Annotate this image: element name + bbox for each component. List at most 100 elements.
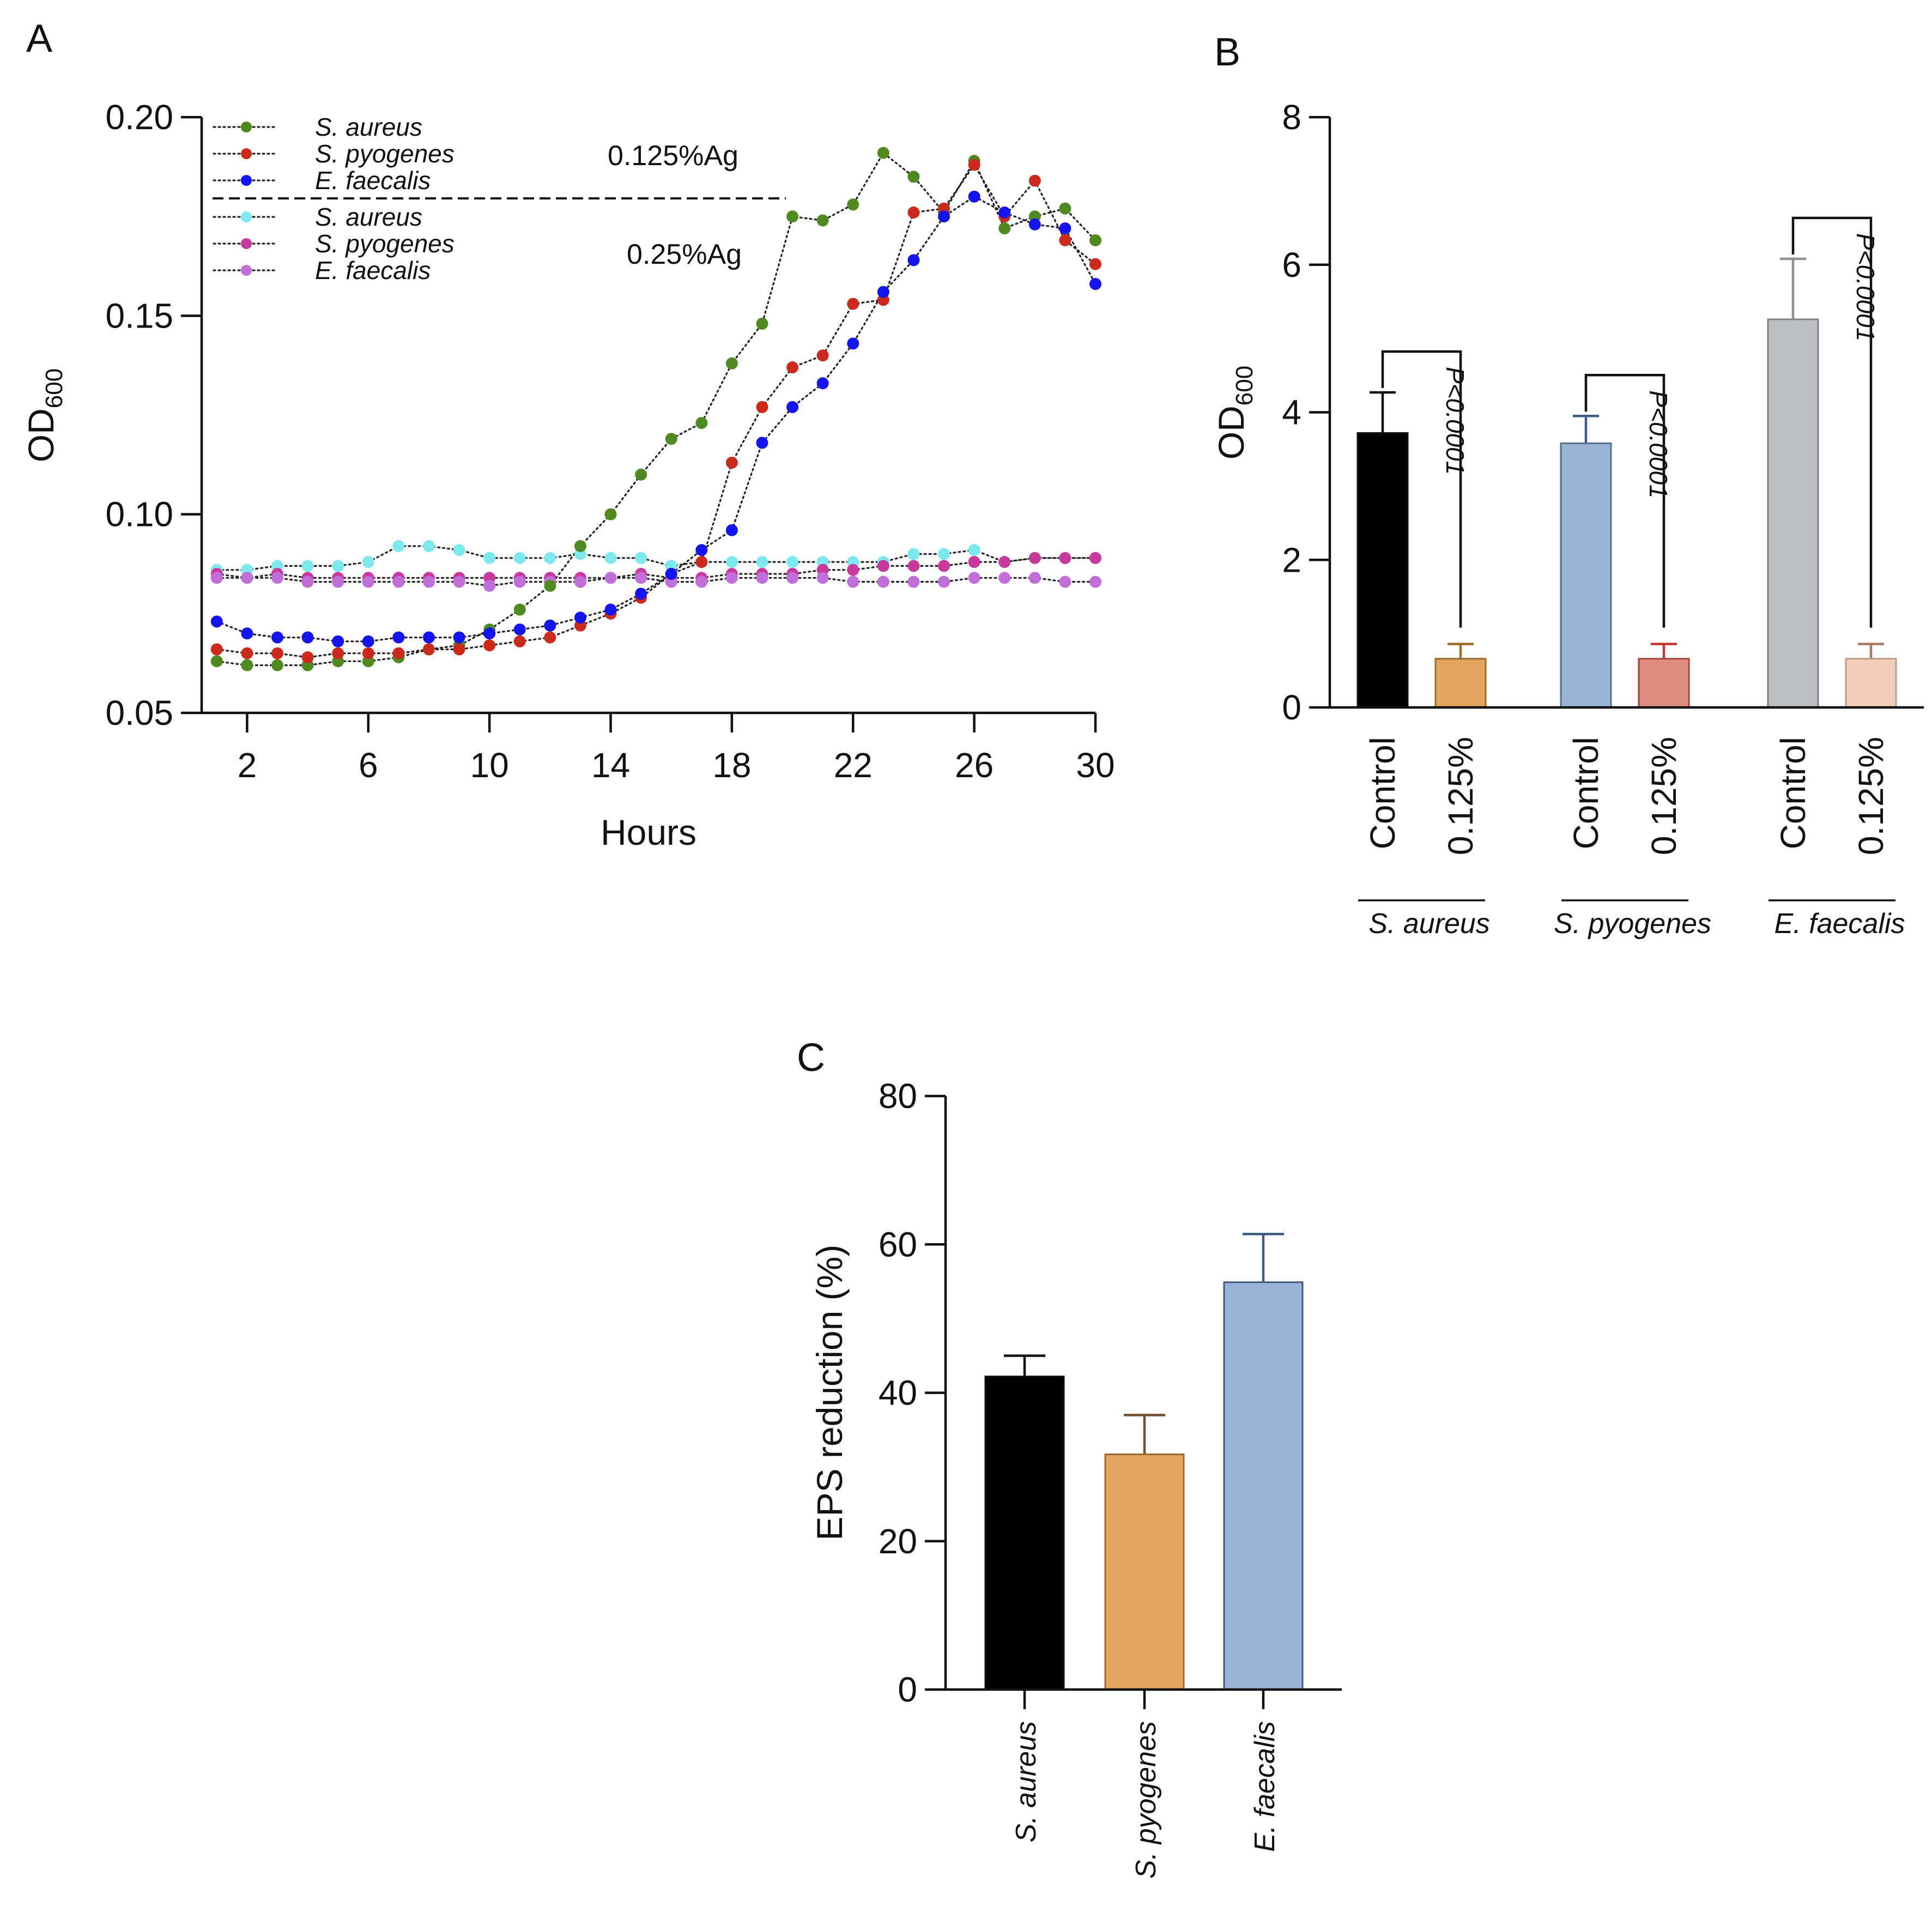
bars: Control 0.125% P<0.0001 S. aureus Control 0.1… xyxy=(1356,216,1905,940)
y-axis-title: OD600 xyxy=(21,368,68,462)
data-point-s-aureus-0-25-ag xyxy=(907,548,920,560)
data-point-s-aureus-0-125-ag xyxy=(210,655,223,668)
data-point-s-pyogenes-0-125-ag xyxy=(756,401,768,413)
data-point-e-faecalis-0-125-ag xyxy=(604,603,617,616)
series-line-s-aureus-0-25-ag xyxy=(216,545,1097,571)
data-point-s-aureus-0-25-ag xyxy=(786,556,799,568)
data-point-s-aureus-0-125-ag xyxy=(271,659,283,671)
legend-marker xyxy=(241,211,252,222)
data-point-s-pyogenes-0-125-ag xyxy=(513,635,526,647)
data-point-s-aureus-0-125-ag xyxy=(786,210,799,223)
x-tick-label: 18 xyxy=(712,746,751,785)
data-point-s-pyogenes-0-125-ag xyxy=(1089,258,1101,270)
panel-letter-c: C xyxy=(797,1036,825,1080)
data-point-e-faecalis-0-25-ag xyxy=(422,576,435,588)
data-point-e-faecalis-0-125-ag xyxy=(271,631,283,644)
y-tick-label: 0.20 xyxy=(105,98,173,137)
data-point-s-pyogenes-0-125-ag xyxy=(332,647,344,659)
data-point-e-faecalis-0-125-ag xyxy=(574,612,586,624)
y-axis-ticks: 0 2 4 6 8 xyxy=(1282,98,1330,727)
data-point-s-pyogenes-0-25-ag xyxy=(938,560,950,572)
p-value-label: P<0.0001 xyxy=(1851,233,1880,341)
y-tick-label: 0 xyxy=(898,1670,917,1709)
data-point-s-aureus-0-25-ag xyxy=(635,552,647,564)
x-tick-label: S. aureus xyxy=(1010,1721,1042,1843)
y-axis-title-sub: 600 xyxy=(41,368,68,408)
y-tick-label: 8 xyxy=(1282,98,1301,137)
data-point-e-faecalis-0-125-ag xyxy=(998,206,1011,219)
data-point-s-pyogenes-0-25-ag xyxy=(998,556,1011,568)
data-point-s-aureus-0-25-ag xyxy=(392,540,405,552)
data-point-s-aureus-0-125-ag xyxy=(1059,202,1071,215)
data-point-e-faecalis-0-125-ag xyxy=(241,627,253,640)
data-point-s-aureus-0-25-ag xyxy=(483,552,496,564)
data-point-s-aureus-0-125-ag xyxy=(513,603,526,616)
data-point-s-aureus-0-125-ag xyxy=(907,171,920,183)
data-point-s-aureus-0-125-ag xyxy=(544,579,556,592)
y-axis-ticks: 0.05 0.10 0.15 0.20 xyxy=(105,98,202,732)
data-point-s-pyogenes-0-125-ag xyxy=(786,361,799,374)
panel-c-bar-chart: S. aureus S. pyogenes E. faecalis 0 20 40 60 8… xyxy=(809,1076,1342,1879)
group-label-025-ag: 0.25%Ag xyxy=(627,239,742,270)
data-point-s-aureus-0-25-ag xyxy=(544,552,556,564)
data-point-e-faecalis-0-125-ag xyxy=(725,524,738,536)
legend-label: S. aureus xyxy=(315,203,422,231)
group-label: S. aureus xyxy=(1368,908,1490,940)
data-point-s-aureus-0-125-ag xyxy=(635,468,647,481)
data-point-s-pyogenes-0-25-ag xyxy=(1089,552,1101,564)
data-point-e-faecalis-0-25-ag xyxy=(271,572,283,584)
data-point-s-pyogenes-0-125-ag xyxy=(301,651,314,663)
data-point-s-pyogenes-0-125-ag xyxy=(968,159,980,171)
data-point-e-faecalis-0-25-ag xyxy=(241,572,253,584)
data-point-s-aureus-0-125-ag xyxy=(877,147,889,159)
data-point-e-faecalis-0-125-ag xyxy=(1028,218,1041,231)
data-point-e-faecalis-0-25-ag xyxy=(756,572,768,584)
data-point-s-pyogenes-0-125-ag xyxy=(210,643,223,656)
data-point-s-pyogenes-0-25-ag xyxy=(907,560,920,572)
data-point-e-faecalis-0-25-ag xyxy=(301,576,314,588)
data-point-e-faecalis-0-125-ag xyxy=(756,437,768,449)
y-axis-title: OD600 xyxy=(1211,366,1258,459)
data-point-s-aureus-0-25-ag xyxy=(362,556,374,568)
data-point-s-pyogenes-0-125-ag xyxy=(725,456,738,469)
p-value-label: P<0.0001 xyxy=(1644,390,1673,498)
data-point-e-faecalis-0-125-ag xyxy=(544,619,556,632)
data-point-s-aureus-0-25-ag xyxy=(756,556,768,568)
data-point-s-aureus-0-25-ag xyxy=(968,544,980,556)
panel-b-bar-chart: Control 0.125% P<0.0001 S. aureus Control 0.1… xyxy=(1211,98,1924,940)
data-point-e-faecalis-0-25-ag xyxy=(816,572,829,584)
data-point-s-pyogenes-0-125-ag xyxy=(1028,174,1041,187)
significance-bracket xyxy=(1381,350,1462,628)
data-point-s-aureus-0-125-ag xyxy=(241,659,253,671)
y-axis-title-main: OD xyxy=(1211,405,1251,459)
data-point-s-aureus-0-125-ag xyxy=(665,433,677,445)
data-point-e-faecalis-0-25-ag xyxy=(392,576,405,588)
legend-label: E. faecalis xyxy=(315,256,431,284)
y-tick-label: 40 xyxy=(879,1373,917,1413)
data-point-e-faecalis-0-125-ag xyxy=(877,286,889,298)
y-tick-label: 2 xyxy=(1282,540,1301,579)
legend-label: E. faecalis xyxy=(315,166,431,195)
group-label: S. pyogenes xyxy=(1554,908,1711,940)
data-point-s-pyogenes-0-125-ag xyxy=(453,643,465,656)
data-point-e-faecalis-0-125-ag xyxy=(453,631,465,644)
data-point-e-faecalis-0-25-ag xyxy=(938,576,950,588)
bars: S. aureus S. pyogenes E. faecalis xyxy=(984,1232,1304,1879)
data-point-e-faecalis-0-125-ag xyxy=(847,337,859,350)
data-point-s-pyogenes-0-125-ag xyxy=(422,643,435,656)
data-point-e-faecalis-0-125-ag xyxy=(301,631,314,644)
data-point-s-aureus-0-125-ag xyxy=(574,540,586,552)
data-point-e-faecalis-0-125-ag xyxy=(1089,278,1101,290)
data-point-e-faecalis-0-125-ag xyxy=(422,631,435,644)
bar-s-aureus-control xyxy=(1356,432,1409,709)
data-point-s-pyogenes-0-125-ag xyxy=(907,206,920,219)
data-point-e-faecalis-0-125-ag xyxy=(665,567,677,580)
x-tick-label: 22 xyxy=(834,746,873,785)
data-point-e-faecalis-0-25-ag xyxy=(786,572,799,584)
x-tick-label: E. faecalis xyxy=(1249,1721,1281,1852)
legend-marker xyxy=(241,148,252,159)
panel-b-axes xyxy=(1328,117,1924,709)
data-point-e-faecalis-0-25-ag xyxy=(695,576,708,588)
